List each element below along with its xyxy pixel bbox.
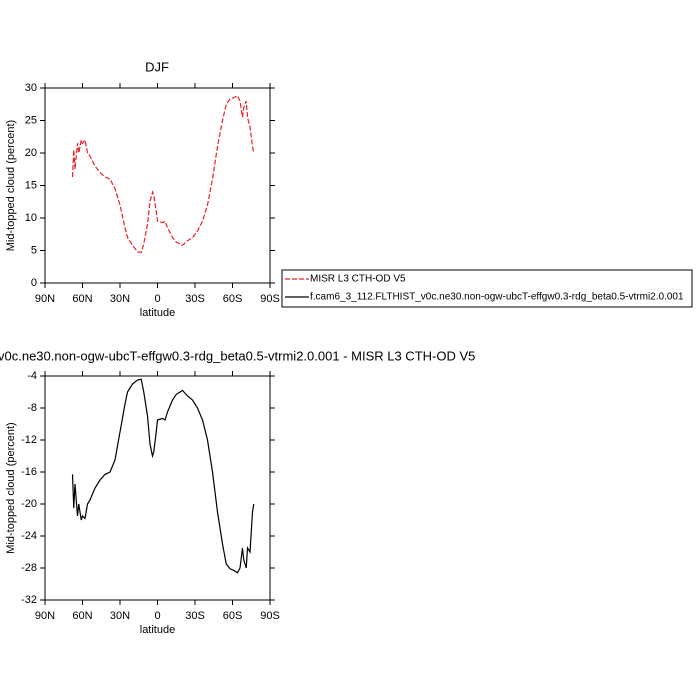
y-tick-label: 15 (25, 179, 37, 191)
y-tick-label: -20 (21, 498, 37, 510)
y-tick-label: -8 (27, 402, 37, 414)
x-tick-label: 60S (223, 610, 243, 622)
legend-label: MISR L3 CTH-OD V5 (310, 274, 406, 285)
plot-frame (44, 87, 271, 284)
legend-label: f.cam6_3_112.FLTHIST_v0c.ne30.non-ogw-ub… (310, 292, 684, 303)
y-tick-label: 10 (25, 212, 37, 224)
y-tick-label: 20 (25, 147, 37, 159)
x-tick-label: 0 (154, 293, 160, 305)
y-axis-label: Mid-topped cloud (percent) (5, 120, 17, 251)
y-tick-label: 25 (25, 114, 37, 126)
x-tick-label: 30S (185, 610, 205, 622)
y-tick-label: -24 (21, 530, 37, 542)
y-tick-label: 0 (31, 277, 37, 289)
y-tick-label: -16 (21, 466, 37, 478)
x-tick-label: 90S (260, 293, 280, 305)
x-tick-label: 90N (35, 610, 55, 622)
y-tick-label: -12 (21, 434, 37, 446)
data-line (71, 378, 255, 574)
legend-box (281, 269, 693, 308)
x-tick-label: 30N (110, 293, 130, 305)
x-axis-label: latitude (140, 307, 175, 319)
x-tick-label: 30N (110, 610, 130, 622)
y-tick-label: 30 (25, 82, 37, 94)
plot-frame (44, 375, 271, 601)
chart-title: v0c.ne30.non-ogw-ubcT-effgw0.3-rdg_beta0… (0, 348, 475, 363)
y-axis-label: Mid-topped cloud (percent) (5, 422, 17, 553)
x-tick-label: 90N (35, 293, 55, 305)
x-axis-label: latitude (140, 624, 175, 636)
y-tick-label: -32 (21, 594, 37, 606)
x-tick-label: 0 (154, 610, 160, 622)
data-line (71, 94, 255, 254)
chart-title: DJF (145, 59, 169, 74)
x-tick-label: 60S (223, 293, 243, 305)
x-tick-label: 60N (72, 610, 92, 622)
x-tick-label: 30S (185, 293, 205, 305)
y-tick-label: 5 (31, 244, 37, 256)
x-tick-label: 90S (260, 610, 280, 622)
legend: MISR L3 CTH-OD V5 f.cam6_3_112.FLTHIST_v0… (281, 269, 693, 308)
y-tick-label: -4 (27, 370, 37, 382)
y-tick-label: -28 (21, 562, 37, 574)
x-tick-label: 60N (72, 293, 92, 305)
